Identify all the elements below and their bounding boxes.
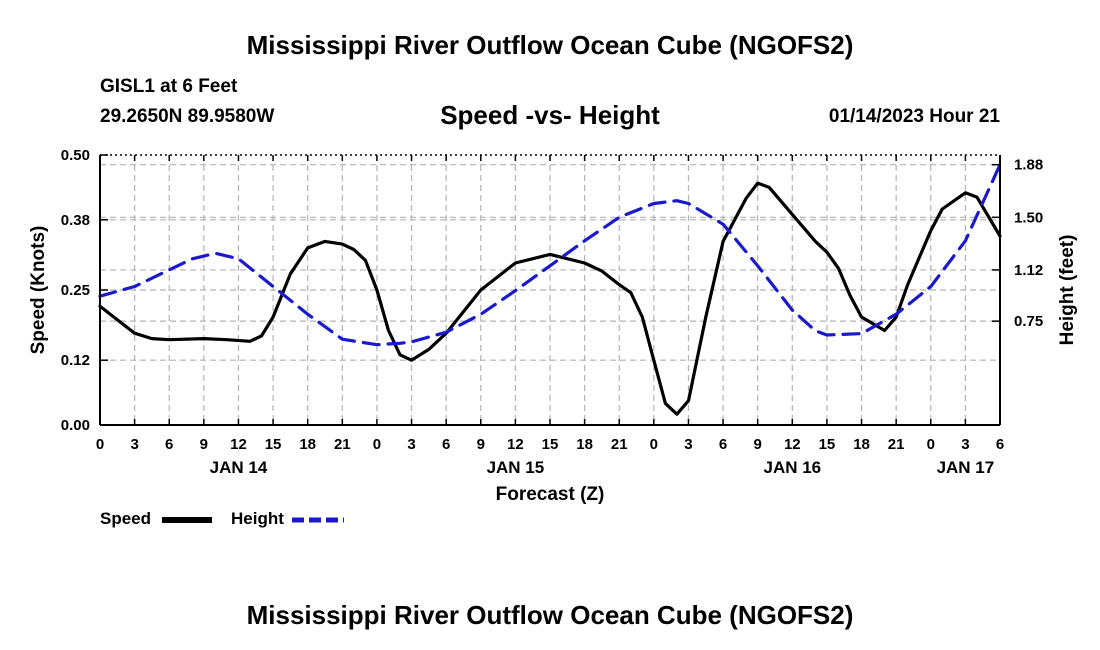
x-tick-label: 12 <box>507 436 524 453</box>
bottom-chart-title: Mississippi River Outflow Ocean Cube (NG… <box>246 600 854 630</box>
date-label: JAN 16 <box>763 458 821 477</box>
x-tick-label: 12 <box>230 436 247 453</box>
x-tick-label: 21 <box>611 436 628 453</box>
x-tick-label: 0 <box>373 436 381 453</box>
y-tick-label: 0.25 <box>61 282 90 299</box>
chart-title: Mississippi River Outflow Ocean Cube (NG… <box>246 30 854 60</box>
x-tick-label: 0 <box>650 436 658 453</box>
chart-subtitle: Speed -vs- Height <box>440 100 660 130</box>
x-tick-label: 21 <box>888 436 905 453</box>
y-tick-label: 0.50 <box>61 147 90 164</box>
x-tick-label: 15 <box>819 436 836 453</box>
y-tick-label: 0.12 <box>61 352 90 369</box>
legend-height-swatch <box>292 517 344 523</box>
axis-labels: 0 3 6 9 12 15 18 21 0 3 6 9 12 15 18 21 0 3 6 9 12 15 18 21 0 3 6 0… <box>28 147 1078 505</box>
x-tick-label: 0 <box>927 436 935 453</box>
x-tick-label: 6 <box>719 436 727 453</box>
legend-speed-swatch <box>162 517 212 523</box>
series-height-line <box>98 163 1002 347</box>
x-tick-label: 3 <box>684 436 692 453</box>
series-layer <box>98 163 1002 416</box>
grid <box>100 155 1000 425</box>
date-label: JAN 14 <box>210 458 268 477</box>
x-tick-label: 9 <box>754 436 762 453</box>
y2-tick-label: 1.12 <box>1014 262 1043 279</box>
x-tick-label: 15 <box>265 436 282 453</box>
y-axis-title: Speed (Knots) <box>28 226 49 355</box>
legend-height-label: Height <box>231 509 284 528</box>
x-tick-label: 9 <box>477 436 485 453</box>
y-tick-label: 0.00 <box>61 417 90 434</box>
x-tick-label: 12 <box>784 436 801 453</box>
x-tick-label: 15 <box>542 436 559 453</box>
x-tick-label: 18 <box>299 436 316 453</box>
x-tick-label: 3 <box>407 436 415 453</box>
x-tick-label: 3 <box>130 436 138 453</box>
x-tick-label: 9 <box>200 436 208 453</box>
series-speed-line <box>98 181 1002 416</box>
y2-tick-label: 1.88 <box>1014 157 1043 174</box>
x-tick-label: 6 <box>996 436 1004 453</box>
x-tick-label: 18 <box>576 436 593 453</box>
legend-speed-label: Speed <box>100 509 152 528</box>
x-tick-label: 3 <box>961 436 969 453</box>
x-tick-label: 18 <box>853 436 870 453</box>
x-tick-label: 6 <box>165 436 173 453</box>
date-label: JAN 17 <box>937 458 995 477</box>
y2-tick-label: 1.50 <box>1014 209 1043 226</box>
date-label: JAN 15 <box>487 458 545 477</box>
y-tick-label: 0.38 <box>61 212 90 229</box>
axes <box>99 154 1001 426</box>
y2-tick-label: 0.75 <box>1014 313 1043 330</box>
forecast-timestamp: 01/14/2023 Hour 21 <box>828 106 1000 127</box>
x-tick-label: 0 <box>96 436 104 453</box>
y2-axis-title: Height (feet) <box>1057 235 1078 346</box>
x-axis-title: Forecast (Z) <box>496 484 605 505</box>
x-tick-label: 21 <box>334 436 351 453</box>
station-name: GISL1 at 6 Feet <box>100 76 238 97</box>
x-tick-label: 6 <box>442 436 450 453</box>
station-coordinates: 29.2650N 89.9580W <box>100 106 275 127</box>
